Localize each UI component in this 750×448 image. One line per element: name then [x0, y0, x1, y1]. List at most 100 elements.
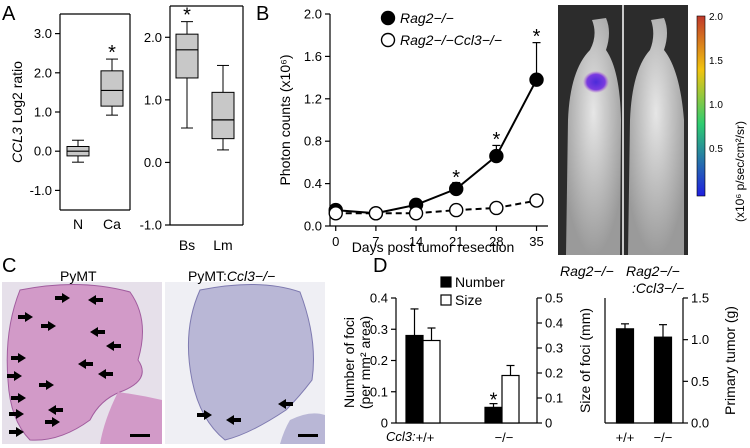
- significance-star: *: [108, 42, 116, 64]
- metastasis-arrow-shape: [9, 409, 24, 419]
- metastasis-arrow-shape: [226, 415, 241, 425]
- colorbar-tick-2: 2.0: [709, 12, 723, 23]
- b-data-point-0: [529, 72, 544, 87]
- b-data-point-1: [529, 193, 544, 208]
- b-xaxis-tick-label: 0: [332, 234, 339, 249]
- metastasis-arrow-shape: [11, 353, 26, 363]
- metastasis-arrow-icon: [278, 399, 293, 409]
- metastasis-arrows-wt: [7, 293, 121, 437]
- b-yaxis-tick-label: 0.4: [304, 176, 322, 191]
- lung-tissue-wt: [6, 283, 143, 441]
- histology-ko: [165, 282, 325, 444]
- d-left-ylabel-2: (per mm² area): [357, 316, 373, 409]
- significance-star: *: [183, 5, 191, 27]
- chart-b: 0.0 0.4 0.8 1.2 1.6 2.0 0 7 14 21 28 35 Days post tu…: [277, 7, 548, 255]
- b-xaxis-tick-label: 14: [409, 234, 423, 249]
- b-data-point-1: [408, 206, 424, 221]
- d-left-ylabel: Number of foci: [341, 317, 357, 408]
- legend-swatch-size: [440, 294, 452, 306]
- legend-swatch-number: [440, 276, 452, 288]
- d-left-yaxis-tick-label: 0.4: [370, 291, 388, 306]
- image-right-label-line2: :Ccl3−/−: [632, 280, 684, 296]
- b-ylabel: Photon counts (x10⁶): [277, 54, 293, 185]
- a-left-category-label: Ca: [103, 216, 121, 232]
- metastasis-arrow-icon: [55, 293, 70, 303]
- b-xaxis-tick-label: 35: [529, 234, 543, 249]
- colorbar-tick-15: 1.5: [709, 56, 723, 67]
- colorbar-tick-1: 1.0: [709, 100, 723, 111]
- legend-label-size: Size: [455, 292, 482, 308]
- b-yaxis-tick-label: 1.2: [304, 91, 322, 106]
- b-yaxis-tick-label: 0.8: [304, 134, 322, 149]
- metastasis-arrow-shape: [41, 321, 56, 331]
- metastasis-arrow-shape: [98, 369, 113, 379]
- metastasis-arrow-shape: [78, 359, 93, 369]
- d-right-yaxis-tick-label: 0.5: [545, 291, 563, 306]
- metastasis-arrow-shape: [197, 410, 212, 420]
- metastasis-arrow-icon: [11, 393, 26, 403]
- d-right-yaxis-tick-label: 0.2: [545, 366, 563, 381]
- b-yaxis-tick-label: 1.6: [304, 49, 322, 64]
- box-iqr: [100, 70, 124, 107]
- legend-label-number: Number: [455, 274, 505, 290]
- histology-ko-title: PyMT:Ccl3−/−: [188, 268, 275, 284]
- legend-marker-1: [380, 32, 396, 48]
- d2-yaxis-tick-label: 0.0: [691, 416, 709, 431]
- metastasis-arrow-icon: [48, 405, 63, 415]
- histology-ko-title-genotype: Ccl3−/−: [227, 268, 275, 284]
- a-left-yaxis-tick-label: 3.0: [34, 26, 52, 41]
- metastasis-arrows-ko: [197, 399, 293, 425]
- metastasis-arrow-shape: [9, 427, 24, 437]
- image-right-label-line1: Rag2−/−: [626, 263, 680, 279]
- metastasis-arrow-icon: [45, 417, 60, 427]
- metastasis-arrow-shape: [18, 312, 33, 322]
- metastasis-arrow-icon: [90, 327, 105, 337]
- a-right-category-label: Lm: [213, 237, 232, 253]
- panel-a-letter: A: [2, 3, 16, 25]
- chart-d-right: 0.0 0.5 1.0 1.5 +/+ −/− Primary tumor (g): [604, 291, 738, 445]
- bioluminescence-image: [558, 5, 688, 255]
- metastasis-arrow-icon: [226, 415, 241, 425]
- metastasis-arrow-icon: [197, 410, 212, 420]
- b-data-point-1: [328, 206, 343, 221]
- metastasis-arrow-shape: [90, 327, 105, 337]
- ccl3-genotype-label: Ccl3:: [386, 429, 416, 444]
- metastasis-arrow-icon: [78, 359, 93, 369]
- a-left-yaxis-tick-label: 1.0: [34, 105, 52, 120]
- a-right-yaxis-tick-label: 0.0: [144, 155, 162, 170]
- significance-star: *: [452, 167, 460, 189]
- metastasis-arrow-icon: [11, 353, 26, 363]
- d-left-category-label: +/+: [416, 430, 435, 445]
- d-left-yaxis-tick-label: 0.2: [370, 353, 388, 368]
- scale-bar-ko: [298, 434, 318, 437]
- d2-category-label: +/+: [616, 430, 635, 445]
- d-right-ylabel: Size of foci (mm): [577, 308, 593, 413]
- legend-label-0: Rag2−/−: [400, 10, 454, 26]
- metastasis-arrow-shape: [39, 380, 54, 390]
- d2-ylabel: Primary tumor (g): [722, 306, 738, 415]
- chart-d-left: 0 0.1 0.2 0.3 0.4 0 0.1 0.2 0.3 0.4 0.5 +/+ −/− * Numb…: [341, 274, 593, 445]
- significance-star: *: [490, 390, 498, 412]
- metastasis-arrow-shape: [48, 405, 63, 415]
- a-right-yaxis-tick-label: 2.0: [144, 30, 162, 45]
- image-left-label: Rag2−/−: [560, 263, 614, 279]
- lung-tissue-ko: [187, 283, 314, 441]
- b-data-point-1: [489, 200, 504, 216]
- panel-b-letter: B: [256, 3, 269, 25]
- metastasis-arrow-icon: [18, 312, 33, 322]
- panel-d-letter: D: [373, 255, 387, 277]
- b-series-line-0: [335, 79, 538, 215]
- significance-star: *: [533, 26, 541, 48]
- chart-a-right: 2.0 1.0 0.0 -1.0 Bs Lm *: [140, 5, 244, 253]
- b-xaxis-tick-label: 7: [372, 234, 379, 249]
- chart-a-left: 3.0 2.0 1.0 0.0 -1.0 CCL3 Log2 ratio N Ca *: [9, 13, 131, 232]
- metastasis-arrow-icon: [9, 427, 24, 437]
- a-left-ylabel-gene: CCL3: [9, 127, 25, 163]
- d2-category-label: −/−: [654, 430, 673, 445]
- b-xaxis-tick-label: 21: [449, 234, 463, 249]
- b-series-line-1: [335, 199, 537, 215]
- metastasis-arrow-icon: [98, 369, 113, 379]
- a-right-yaxis-tick-label: 1.0: [144, 92, 162, 107]
- d2-yaxis-tick-label: 1.5: [691, 291, 709, 306]
